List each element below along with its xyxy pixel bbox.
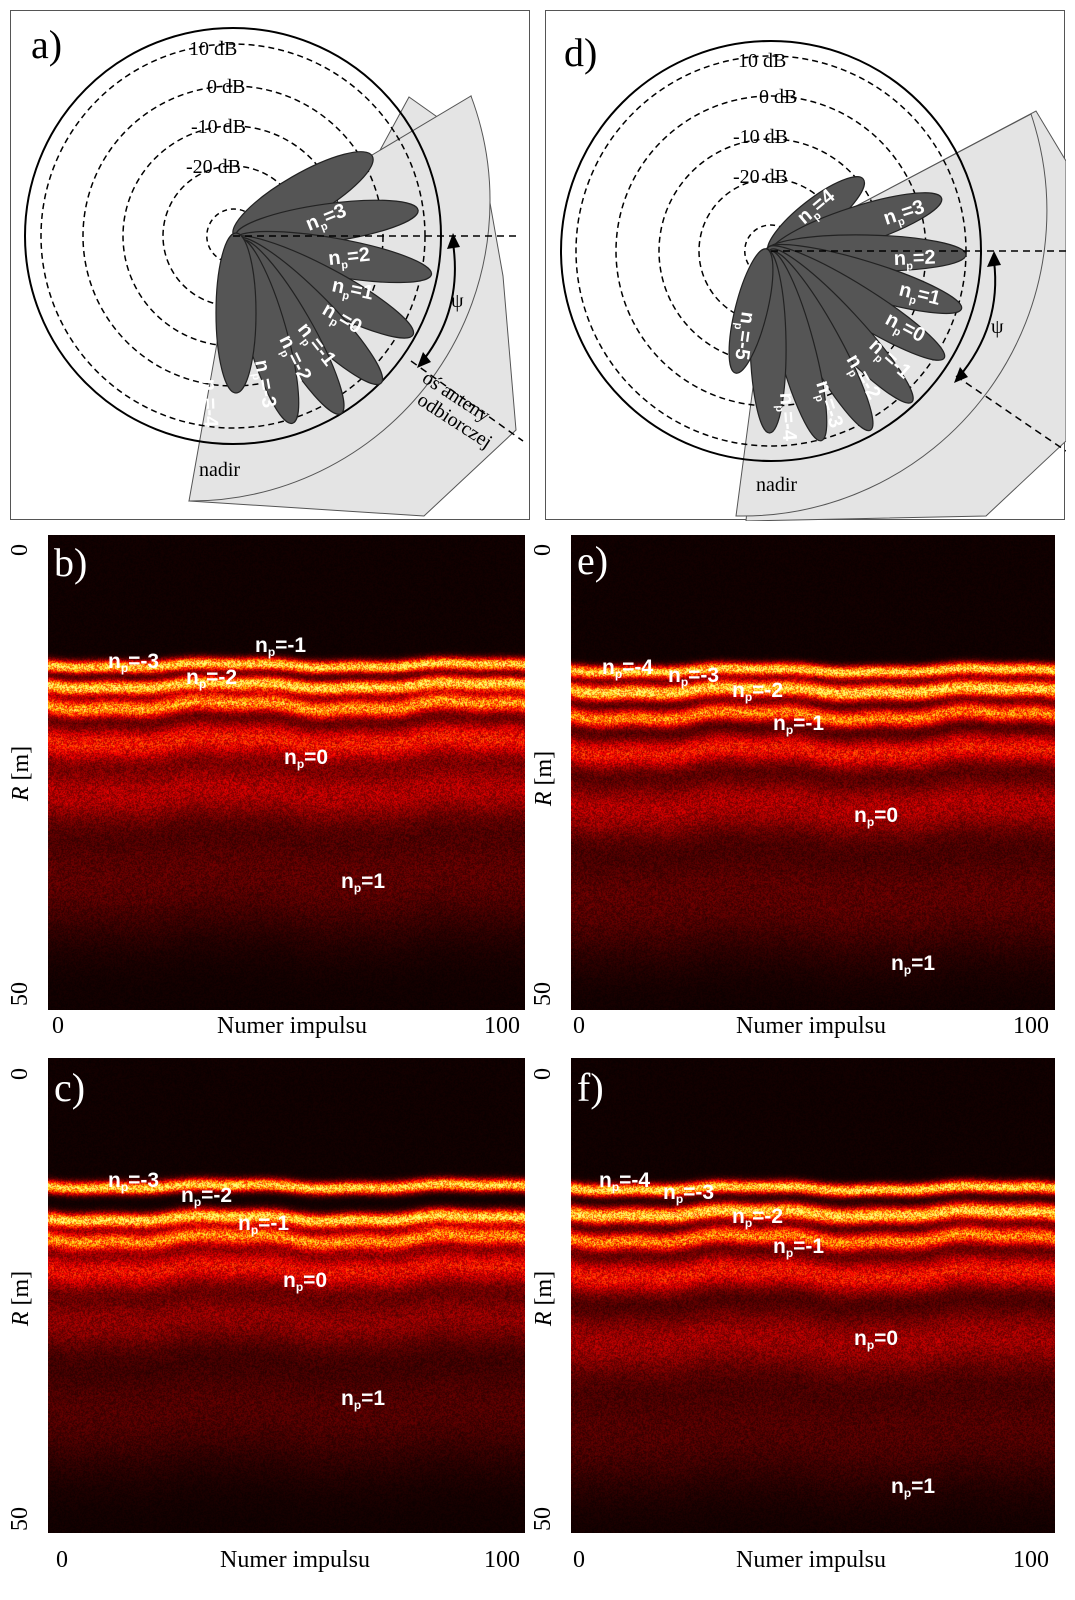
ring-label-d-0: 10 dB (738, 50, 786, 72)
ring-label-d-2: -10 dB (733, 126, 788, 148)
psi-arrow-d (957, 260, 997, 379)
radargram-c: c) np=-3 np=-2 np=-1 np=0 np=1 (48, 1058, 525, 1533)
ring-label-d-3: -20 dB (733, 166, 788, 188)
antenna-axis-line-d (955, 375, 1066, 452)
y-max-e: 50 (530, 982, 556, 1006)
antenna-axis-line (410, 360, 524, 442)
radar-b-label-1: np=-2 (186, 666, 238, 691)
lobe-label-d-3: np=1 (896, 279, 943, 313)
radargram-e-canvas (571, 535, 1055, 1010)
lobe-label-a-7: np=-4 (195, 378, 222, 428)
psi-arrow (420, 242, 456, 364)
nadir-label-d: nadir (756, 474, 797, 496)
y-max-f: 50 (530, 1507, 556, 1531)
radargram-b-canvas (48, 535, 525, 1010)
radar-f-label-1: np=-3 (663, 1181, 715, 1206)
ring-label-d-1: 0 dB (759, 86, 797, 108)
radar-e-label-2: np=-2 (732, 679, 784, 704)
x-title-e: Numer impulsu (736, 1013, 886, 1039)
panel-label-b: b) (54, 540, 88, 585)
radargram-f: f) np=-4 np=-3 np=-2 np=-1 np=0 np=1 (571, 1058, 1055, 1533)
panel-label-a: a) (31, 22, 63, 67)
panel-label-c: c) (54, 1065, 86, 1110)
psi-arrowhead-top-d (987, 251, 1001, 267)
lobe-label-a-6: np=-3 (247, 358, 280, 410)
y-min-e: 0 (530, 544, 556, 556)
lobe-label-d-2: np=2 (893, 247, 936, 273)
diagram-d-svg: 10 dB0 dB-10 dB-20 dBnp=4np=3np=2np=1np=… (560, 40, 1066, 521)
radargram-f-canvas (571, 1058, 1055, 1533)
x-title-f: Numer impulsu (736, 1547, 886, 1573)
ring-label-2: -10 dB (191, 116, 246, 138)
y-min-c: 0 (7, 1068, 33, 1080)
lobe-label-a-2: np=1 (329, 274, 375, 307)
diagram-a-panel: 10 dB 0 dB -10 dB -20 dB np=3 np=2 np=1 np=0 np=… (10, 10, 530, 520)
radar-b-label-3: np=0 (284, 746, 329, 771)
radar-e-label-1: np=-3 (668, 664, 720, 689)
psi-arrowhead-bottom-d (954, 367, 968, 383)
psi-arrowhead-top (447, 233, 460, 249)
diagram-a-svg: 10 dB0 dB-10 dB-20 dBnp=3np=2np=1np=0np=… (24, 27, 524, 517)
x-max-e: 100 (1013, 1013, 1049, 1039)
panel-label-f: f) (577, 1065, 604, 1110)
diagram-d-panel: 10 dB 0 dB -10 dB -20 dB np=4 np=3 np=2 np=1 np=… (545, 10, 1066, 521)
radargram-e: e) np=-4 np=-3 np=-2 np=-1 np=0 np=1 (571, 535, 1055, 1010)
ring-inner (206, 208, 259, 264)
x-max-b: 100 (484, 1013, 520, 1039)
y-min-f: 0 (530, 1068, 556, 1080)
radar-f-label-0: np=-4 (599, 1169, 651, 1194)
radar-b-label-4: np=1 (341, 870, 386, 895)
radar-f-label-4: np=0 (854, 1327, 899, 1352)
x-min-e: 0 (573, 1013, 585, 1039)
panel-label-e: e) (577, 538, 609, 583)
radar-b-label-2: np=-1 (255, 634, 307, 659)
y-max-c: 50 (7, 1507, 33, 1531)
radargram-c-canvas (48, 1058, 525, 1533)
x-title-c: Numer impulsu (220, 1547, 370, 1573)
y-title-b: R [m] (8, 745, 35, 802)
y-max-b: 50 (7, 982, 33, 1006)
psi-label-d: ψ (991, 316, 1004, 338)
ring-label-1: 0 dB (207, 76, 245, 98)
lobe-label-d-9: np=-5 (727, 310, 758, 361)
x-max-f: 100 (1013, 1547, 1049, 1573)
y-title-e: R [m] (531, 750, 558, 807)
radar-e-label-0: np=-4 (602, 656, 654, 681)
x-min-b: 0 (52, 1013, 64, 1039)
ring-label-0: 10 dB (189, 38, 237, 60)
radargram-b: b) np=-3 np=-2 np=-1 np=0 np=1 (48, 535, 525, 1010)
lobe-label-d-8: np=-4 (772, 392, 800, 443)
ring-label-3: -20 dB (186, 156, 241, 178)
x-max-c: 100 (484, 1547, 520, 1573)
radar-c-label-2: np=-1 (238, 1212, 290, 1237)
lobes-a (215, 151, 433, 425)
y-title-f: R [m] (531, 1270, 558, 1327)
radar-c-label-3: np=0 (283, 1269, 328, 1294)
psi-label-a: ψ (451, 290, 464, 312)
lobe-label-d-7: np=-3 (808, 378, 847, 432)
y-min-b: 0 (7, 544, 33, 556)
x-title-b: Numer impulsu (217, 1013, 367, 1039)
radar-c-label-1: np=-2 (181, 1184, 233, 1209)
radar-f-label-3: np=-1 (773, 1235, 825, 1260)
radar-e-label-5: np=1 (891, 952, 936, 977)
radar-e-label-4: np=0 (854, 804, 899, 829)
nadir-label-a: nadir (199, 459, 240, 481)
radar-e-label-3: np=-1 (773, 712, 825, 737)
x-min-c: 0 (56, 1547, 68, 1573)
psi-arrowhead-bottom (417, 352, 431, 368)
radar-f-label-2: np=-2 (732, 1205, 784, 1230)
lobe-label-a-1: np=2 (327, 244, 371, 273)
radar-c-label-4: np=1 (341, 1387, 386, 1412)
radar-b-label-0: np=-3 (108, 650, 160, 675)
radar-c-label-0: np=-3 (108, 1169, 160, 1194)
panel-label-d: d) (564, 30, 598, 75)
lobes-d (728, 176, 967, 442)
radar-f-label-5: np=1 (891, 1475, 936, 1500)
x-min-f: 0 (573, 1547, 585, 1573)
y-title-c: R [m] (8, 1270, 35, 1327)
